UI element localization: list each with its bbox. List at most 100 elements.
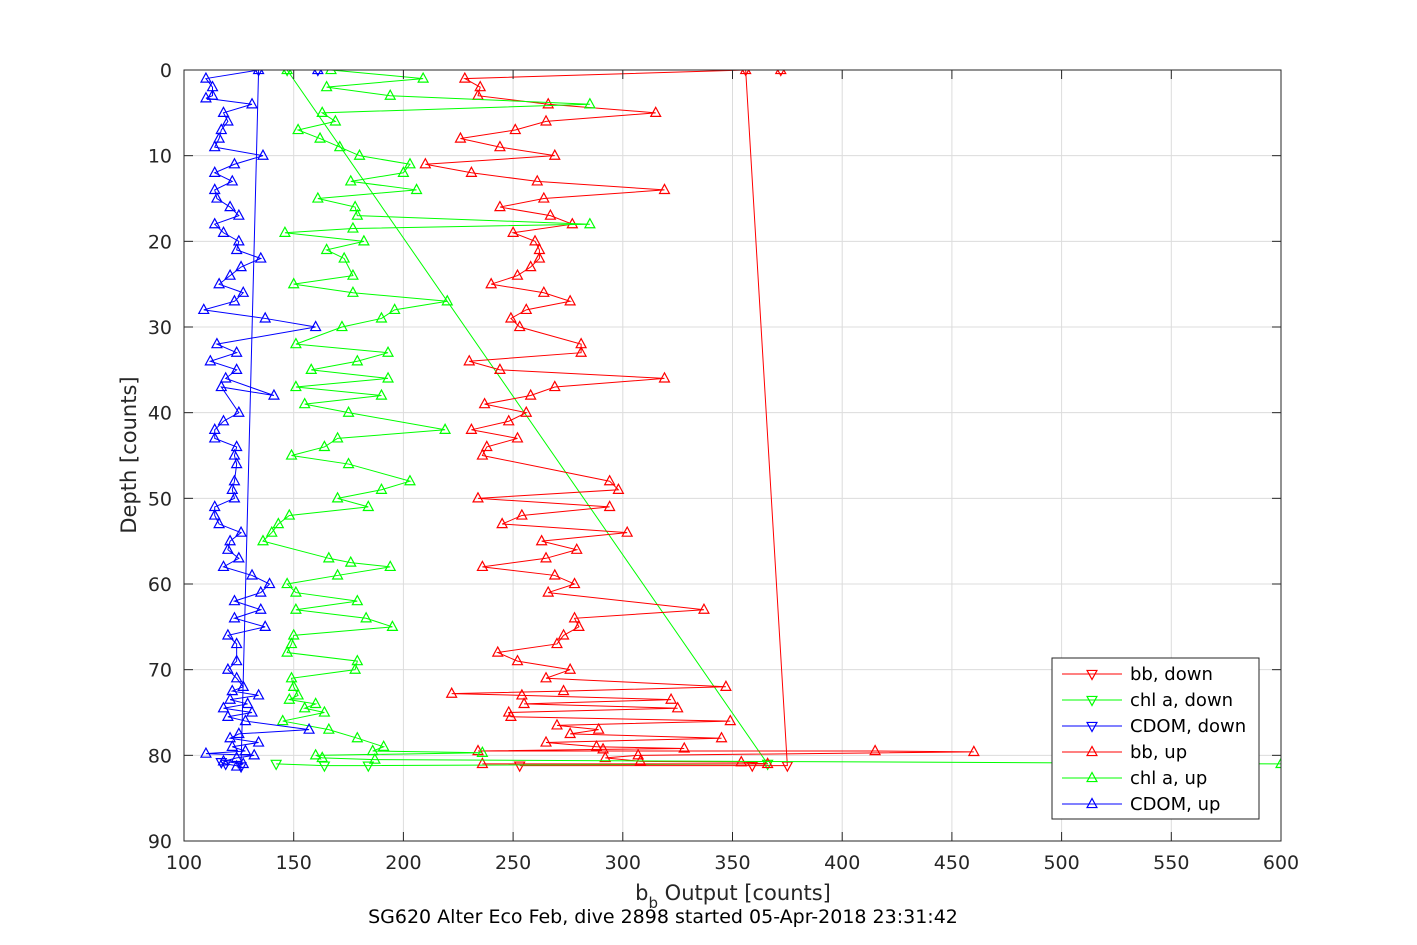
series-line xyxy=(262,70,1281,765)
data-point-marker xyxy=(741,70,750,77)
data-point-marker xyxy=(575,345,588,357)
data-point-marker xyxy=(254,70,263,77)
data-point-marker xyxy=(967,745,980,757)
data-point-marker xyxy=(344,555,357,567)
data-point-marker xyxy=(410,183,423,195)
data-point-marker xyxy=(529,234,542,246)
legend: bb, down chl a, down CDOM, down bb, up chl a… xyxy=(1051,657,1260,820)
data-point-marker xyxy=(215,123,228,135)
data-point-marker xyxy=(281,645,294,657)
legend-marker xyxy=(1086,669,1098,681)
legend-marker xyxy=(1086,721,1098,733)
data-point-marker xyxy=(419,157,432,169)
data-point-marker xyxy=(671,701,684,713)
data-point-marker xyxy=(476,448,489,460)
data-point-marker xyxy=(511,268,524,280)
data-point-marker xyxy=(228,611,241,623)
data-point-marker xyxy=(362,761,375,773)
data-point-marker xyxy=(210,337,223,349)
data-point-marker xyxy=(678,741,691,753)
data-point-marker xyxy=(219,371,232,383)
data-point-marker xyxy=(237,680,250,691)
data-point-marker xyxy=(228,594,241,606)
data-point-marker xyxy=(224,731,237,743)
data-point-marker xyxy=(281,70,294,75)
data-point-marker xyxy=(476,757,489,769)
legend-marker xyxy=(1086,797,1098,809)
data-point-marker xyxy=(548,148,561,160)
data-point-marker xyxy=(515,688,528,700)
legend-label: CDOM, down xyxy=(1130,716,1246,737)
data-point-marker xyxy=(540,114,552,126)
x-tick-label: 400 xyxy=(824,852,860,874)
series-line xyxy=(276,70,769,767)
data-point-marker xyxy=(254,602,267,614)
axis-ticks: 100 150 200 250 300 350 400 450 500 550 600 0 10 20 30… xyxy=(148,60,1299,874)
data-point-marker xyxy=(314,131,326,143)
data-point-marker xyxy=(267,388,280,400)
data-point-marker xyxy=(774,70,787,75)
data-point-marker xyxy=(232,551,245,563)
data-point-marker xyxy=(465,166,478,177)
data-point-marker xyxy=(375,311,388,323)
chart-subtitle: SG620 Alter Eco Feb, dive 2898 started 0… xyxy=(368,906,958,928)
data-point-marker xyxy=(496,517,509,529)
data-point-marker xyxy=(351,594,364,606)
data-point-marker xyxy=(241,697,254,709)
data-point-marker xyxy=(292,688,305,700)
legend-box xyxy=(1051,657,1260,820)
y-tick-label: 80 xyxy=(148,745,172,767)
data-point-marker xyxy=(298,701,311,713)
series-line xyxy=(425,70,974,765)
data-point-marker xyxy=(226,483,239,494)
data-point-marker xyxy=(217,226,230,237)
x-axis-label-subscript: b xyxy=(648,894,658,912)
data-point-marker xyxy=(502,414,515,426)
x-tick-label: 150 xyxy=(276,852,312,874)
data-point-marker xyxy=(217,560,230,572)
data-point-marker xyxy=(246,568,258,580)
data-point-marker xyxy=(761,757,774,769)
data-point-marker xyxy=(199,71,212,83)
data-point-marker xyxy=(224,534,237,546)
data-point-marker xyxy=(208,140,221,152)
data-point-marker xyxy=(232,405,245,417)
data-point-marker xyxy=(366,744,379,756)
data-point-marker xyxy=(285,448,298,460)
data-point-marker xyxy=(228,474,241,486)
data-point-marker xyxy=(221,628,234,640)
data-point-marker xyxy=(351,208,364,220)
legend-marker xyxy=(1086,695,1098,707)
data-point-marker xyxy=(316,751,329,763)
data-point-marker xyxy=(257,534,269,546)
data-point-marker xyxy=(551,637,563,649)
series-bb-up xyxy=(419,70,980,769)
data-point-marker xyxy=(289,585,302,597)
y-tick-label: 50 xyxy=(148,488,172,510)
data-point-marker xyxy=(509,123,522,135)
data-point-marker xyxy=(283,508,296,520)
legend-entry: CDOM, down xyxy=(1062,716,1246,737)
data-point-marker xyxy=(480,440,493,452)
data-point-marker xyxy=(252,70,265,75)
data-point-marker xyxy=(346,268,359,280)
data-point-marker xyxy=(248,748,261,760)
data-point-marker xyxy=(583,217,596,229)
data-point-marker xyxy=(761,759,774,771)
data-point-marker xyxy=(557,628,570,640)
data-point-marker xyxy=(377,740,390,751)
data-point-marker xyxy=(476,560,489,572)
data-point-marker xyxy=(263,577,276,589)
data-point-marker xyxy=(228,157,241,169)
data-point-marker xyxy=(353,148,366,160)
data-point-marker xyxy=(568,611,581,623)
data-point-marker xyxy=(342,457,355,469)
data-point-marker xyxy=(298,397,311,409)
data-point-marker xyxy=(232,234,245,246)
data-point-marker xyxy=(283,692,296,704)
data-point-marker xyxy=(305,363,318,375)
data-point-marker xyxy=(237,285,250,297)
data-point-marker xyxy=(592,722,605,734)
data-point-marker xyxy=(289,380,302,392)
